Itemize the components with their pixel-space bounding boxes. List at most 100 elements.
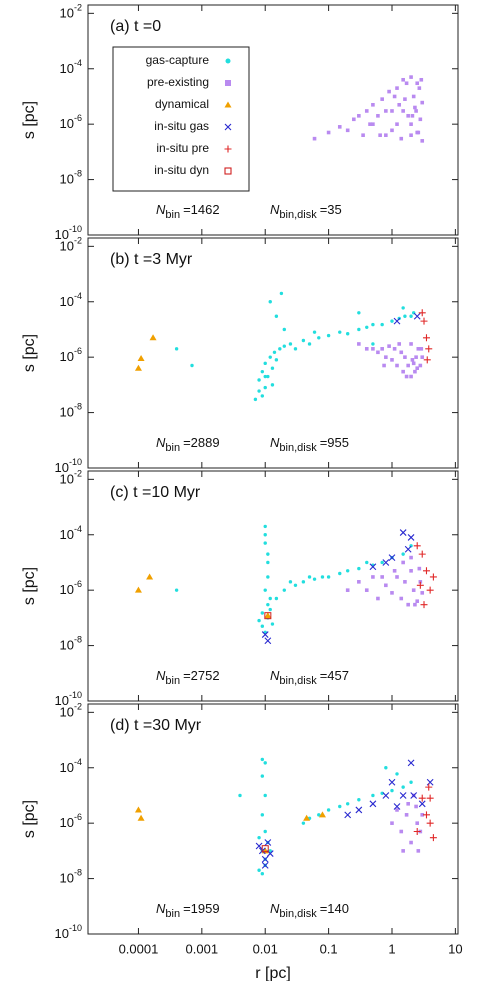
point	[409, 374, 413, 379]
point	[260, 872, 265, 876]
point	[392, 94, 397, 99]
point	[357, 566, 361, 571]
point	[270, 383, 275, 387]
y-tick-label: 10-2	[60, 3, 82, 21]
point	[364, 109, 369, 113]
legend-marker	[224, 167, 232, 175]
panel-title: (d) t =30 Myr	[110, 717, 202, 734]
y-tick-base: 10	[60, 61, 74, 76]
point	[395, 86, 399, 90]
point	[407, 534, 415, 541]
y-tick-base: 10	[55, 926, 69, 941]
point	[278, 347, 282, 351]
point	[312, 577, 317, 581]
x-tick-label: 10	[448, 941, 462, 956]
point	[134, 586, 142, 593]
y-tick-base: 10	[60, 816, 74, 831]
point	[149, 334, 157, 341]
y-tick-label: 10-6	[60, 347, 82, 365]
y-tick-base: 10	[60, 705, 74, 720]
point	[371, 122, 375, 126]
annotation-subscript: bin	[165, 908, 180, 920]
point	[371, 793, 375, 798]
point	[413, 312, 421, 320]
point	[174, 588, 179, 592]
point	[382, 363, 386, 368]
point	[268, 596, 272, 601]
point	[387, 344, 391, 348]
point	[420, 591, 425, 595]
point	[357, 798, 361, 802]
y-tick-exponent: -8	[74, 402, 82, 412]
point	[420, 355, 425, 359]
point	[380, 347, 384, 351]
y-tick-base: 10	[60, 117, 74, 132]
point	[418, 794, 426, 802]
point	[303, 814, 311, 821]
legend-label: dynamical	[155, 97, 209, 111]
point	[274, 596, 279, 601]
point	[345, 128, 350, 133]
point	[404, 813, 409, 817]
y-tick-label: 10-2	[60, 236, 82, 254]
annotation-text: =140	[320, 901, 349, 916]
y-tick-exponent: -4	[74, 58, 82, 68]
annotation-symbol: N	[156, 901, 166, 916]
point	[409, 342, 413, 346]
point	[409, 314, 413, 318]
plot-frame	[87, 703, 459, 935]
y-axis-label: s [pc]	[21, 101, 38, 139]
point	[260, 757, 265, 762]
point	[390, 821, 394, 825]
point	[371, 575, 375, 579]
point	[423, 356, 431, 364]
point	[418, 309, 426, 317]
x-tick-label: 0.0001	[119, 941, 159, 956]
point	[388, 778, 396, 786]
annotation-subscript: bin	[165, 209, 180, 221]
point	[307, 342, 312, 346]
point	[371, 103, 375, 107]
y-tick-exponent: -8	[74, 868, 82, 878]
point	[422, 334, 430, 342]
point	[397, 342, 402, 346]
point	[268, 355, 272, 359]
annotation-text: =457	[320, 668, 349, 683]
point	[312, 136, 317, 141]
panel-title: (c) t =10 Myr	[110, 484, 201, 501]
point	[395, 363, 399, 368]
y-tick-base: 10	[60, 405, 74, 420]
point	[345, 332, 350, 336]
legend-marker	[225, 80, 231, 86]
point	[420, 317, 428, 325]
point	[406, 363, 410, 368]
y-tick-exponent: -4	[74, 524, 82, 534]
point	[410, 358, 415, 362]
panel-title: (a) t =0	[110, 18, 161, 35]
point	[395, 575, 399, 579]
annotation: Nbin =2752	[156, 668, 220, 686]
x-tick-label: 1	[388, 941, 395, 956]
annotation-subscript: bin,disk	[279, 442, 317, 454]
point	[416, 347, 421, 351]
point	[409, 555, 413, 560]
y-tick-label: 10-8	[60, 868, 82, 886]
point	[418, 550, 426, 558]
point	[413, 369, 417, 374]
point	[406, 602, 410, 607]
point	[268, 607, 272, 612]
annotation: Nbin,disk =457	[270, 668, 349, 686]
annotation-symbol: N	[156, 668, 166, 683]
point	[417, 86, 422, 90]
point	[417, 566, 422, 571]
point	[371, 347, 375, 351]
point	[260, 394, 265, 398]
annotation-text: =2889	[183, 435, 220, 450]
point	[268, 849, 272, 853]
point	[320, 575, 325, 579]
y-tick-base: 10	[60, 6, 74, 21]
legend-marker	[224, 145, 232, 153]
point	[326, 333, 331, 338]
point	[404, 81, 409, 86]
y-tick-base: 10	[55, 460, 69, 475]
